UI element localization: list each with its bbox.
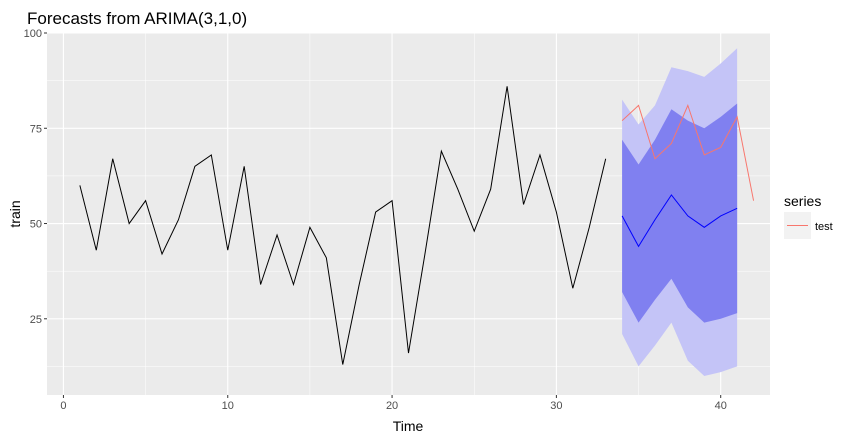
forecast-mean-line bbox=[621, 194, 738, 248]
x-tick-label: 30 bbox=[550, 400, 562, 412]
pi80-band bbox=[622, 103, 738, 323]
y-tick-label: 25 bbox=[30, 314, 42, 326]
x-tick-label: 40 bbox=[715, 400, 727, 412]
x-tick-label: 0 bbox=[60, 400, 66, 412]
y-tick-label: 50 bbox=[30, 219, 42, 231]
axis-ticks: 0 10 20 30 40 25 50 75 100 bbox=[24, 28, 727, 412]
history-line bbox=[79, 86, 607, 365]
y-axis-title: train bbox=[7, 200, 23, 227]
legend-label-test: test bbox=[815, 221, 833, 233]
x-tick-label: 20 bbox=[386, 400, 398, 412]
legend-title: series bbox=[784, 193, 821, 209]
series-lines bbox=[79, 86, 755, 365]
grid-lines bbox=[47, 32, 770, 395]
legend: series test bbox=[784, 193, 833, 239]
y-tick-label: 75 bbox=[30, 123, 42, 135]
prediction-intervals bbox=[622, 48, 738, 376]
test-line bbox=[621, 103, 755, 201]
x-tick-label: 10 bbox=[222, 400, 234, 412]
x-axis-title: Time bbox=[393, 418, 424, 434]
chart-title: Forecasts from ARIMA(3,1,0) bbox=[27, 9, 247, 28]
y-tick-label: 100 bbox=[24, 28, 42, 40]
